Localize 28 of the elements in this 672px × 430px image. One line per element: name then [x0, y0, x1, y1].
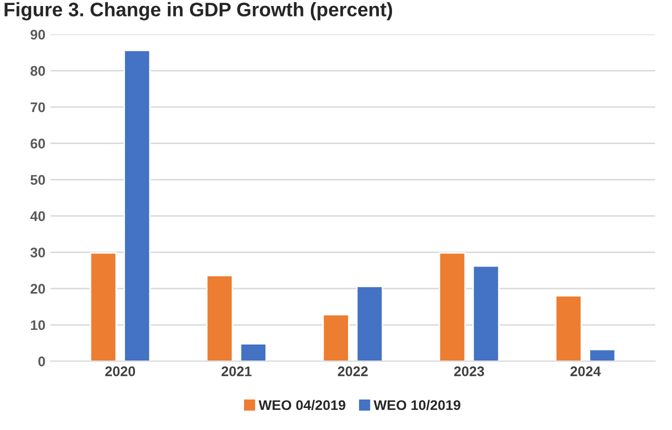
x-tick-label: 2022 [338, 366, 368, 376]
bar [555, 295, 582, 362]
y-tick-label: 30 [30, 248, 45, 258]
bar [438, 252, 466, 362]
bar [240, 343, 267, 362]
y-tick-label: 20 [30, 284, 45, 294]
bar [356, 286, 384, 362]
y-tick-label: 80 [30, 66, 45, 76]
bar [322, 314, 350, 362]
legend-label: WEO 04/2019 [258, 400, 346, 410]
y-tick-label: 0 [38, 356, 45, 366]
y-tick-label: 60 [30, 138, 45, 149]
bar [124, 50, 151, 362]
x-tick-label: 2021 [222, 366, 252, 376]
bar [588, 348, 616, 362]
bar [90, 252, 117, 362]
y-tick-label: 70 [30, 102, 45, 112]
bar [472, 265, 500, 362]
x-tick-label: 2024 [570, 366, 601, 376]
y-tick-label: 50 [30, 174, 45, 185]
bar [206, 274, 234, 362]
y-tick-label: 10 [30, 320, 45, 330]
x-tick-label: 2020 [105, 366, 136, 376]
y-tick-label: 40 [30, 211, 45, 222]
x-tick-label: 2023 [454, 366, 484, 376]
chart-title: Figure 3. Change in GDP Growth (percent) [4, 2, 392, 20]
legend-label: WEO 10/2019 [374, 400, 460, 410]
y-tick-label: 90 [30, 30, 45, 40]
